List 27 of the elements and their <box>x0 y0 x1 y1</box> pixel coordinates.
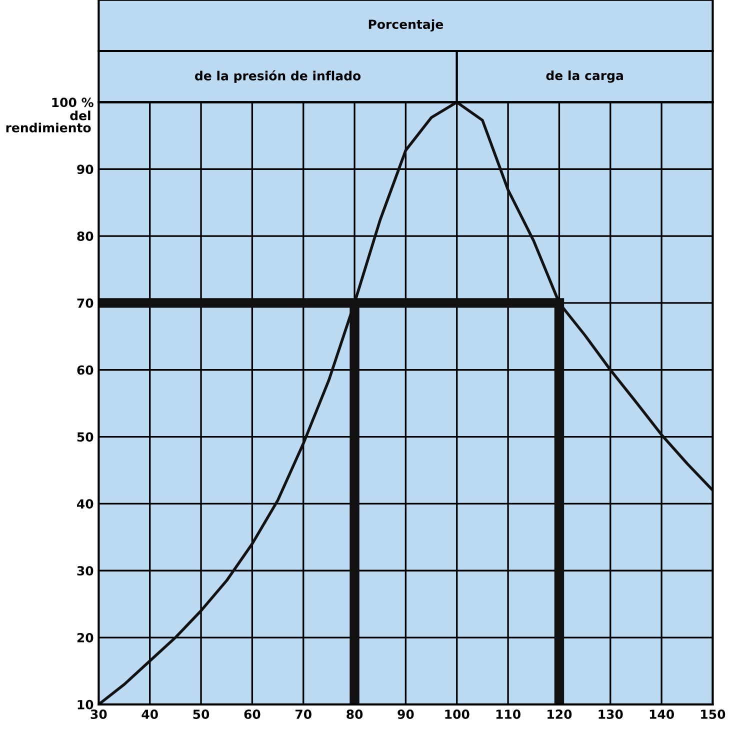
y-tick-label: 50 <box>77 432 94 442</box>
y-tick-label: 100 % <box>52 98 94 108</box>
x-tick-label: 140 <box>650 710 674 719</box>
y-tick-label: 10 <box>78 700 94 710</box>
x-tick-label: 30 <box>90 710 107 719</box>
y-tick-label: 40 <box>76 499 94 509</box>
y-tick-label: 30 <box>77 566 94 576</box>
y-tick-label: 60 <box>77 365 94 375</box>
y-axis-title: del rendimiento <box>6 110 91 132</box>
y-tick-label: 90 <box>77 164 94 174</box>
x-tick-label: 60 <box>244 710 260 719</box>
x-tick-label: 100 <box>445 710 470 719</box>
y-tick-label: 80 <box>77 232 94 241</box>
text: de la presión de inflado <box>195 70 361 83</box>
x-tick-label: 120 <box>548 710 572 719</box>
x-tick-label: 40 <box>142 710 158 719</box>
x-tick-label: 130 <box>598 710 623 719</box>
text: de la carga <box>546 70 623 83</box>
y-tick-label: 20 <box>77 633 94 642</box>
chart-title: Porcentaje <box>368 19 444 32</box>
y-tick-label: 70 <box>77 298 94 308</box>
x-tick-label: 150 <box>701 710 726 719</box>
x-tick-label: 110 <box>496 710 520 719</box>
x-tick-label: 70 <box>296 710 312 719</box>
x-tick-label: 90 <box>398 710 414 719</box>
x-tick-label: 50 <box>193 710 210 719</box>
x-tick-label: 80 <box>346 710 363 719</box>
